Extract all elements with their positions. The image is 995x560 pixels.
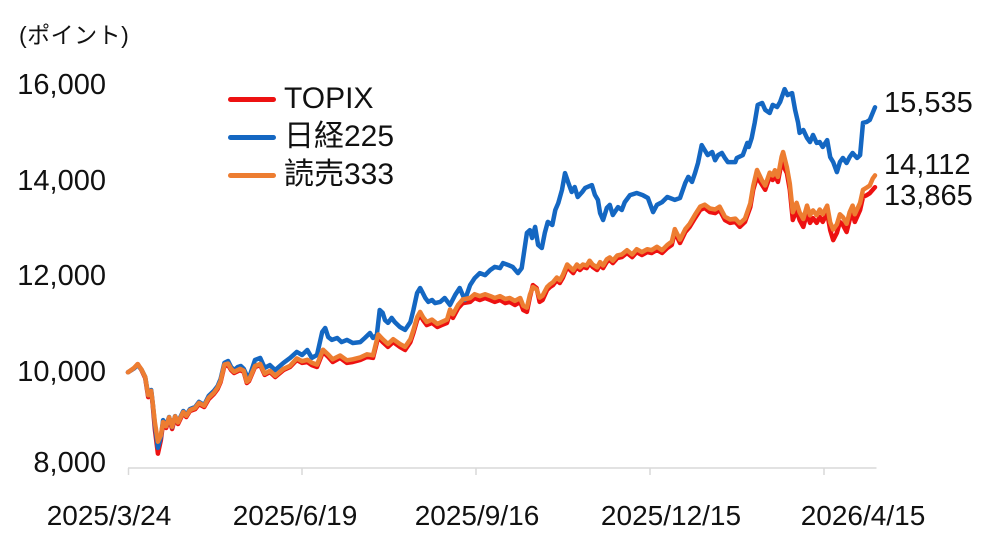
- legend-label-nikkei225: 日経225: [284, 120, 395, 153]
- series-line-読売333: [125, 149, 878, 444]
- end-value-yomiuri333: 14,112: [884, 149, 971, 181]
- legend-label-topix: TOPIX: [284, 82, 374, 115]
- y-tick-16000: 16,000: [17, 69, 106, 101]
- legend-label-yomiuri333: 読売333: [284, 158, 395, 191]
- legend-item-yomiuri333: 読売333: [228, 156, 394, 194]
- legend-item-nikkei225: 日経225: [228, 118, 394, 156]
- yomiuri333-line-swatch: [228, 172, 276, 178]
- x-tick-4: 2025/12/15: [600, 500, 742, 531]
- x-tick-2: 2025/6/19: [232, 500, 358, 531]
- y-tick-10000: 10,000: [17, 356, 106, 388]
- topix-line-swatch: [228, 96, 276, 102]
- legend-item-topix: TOPIX: [228, 80, 394, 118]
- x-tick-5: 2026/4/15: [800, 500, 926, 531]
- series-line-TOPIX: [125, 159, 878, 456]
- y-axis-unit-label: (ポイント): [19, 22, 130, 48]
- end-value-topix: 13,865: [884, 180, 973, 212]
- x-tick-3: 2025/9/16: [414, 500, 540, 531]
- y-tick-8000: 8,000: [33, 447, 106, 479]
- legend: TOPIX 日経225 読売333: [228, 80, 394, 194]
- y-tick-12000: 12,000: [17, 260, 106, 292]
- nikkei225-line-swatch: [228, 134, 276, 140]
- y-tick-14000: 14,000: [17, 165, 106, 197]
- end-value-nikkei225: 15,535: [884, 87, 973, 119]
- x-tick-1: 2025/3/24: [46, 500, 172, 531]
- series-line-日経225: [125, 86, 878, 451]
- x-axis-line: [127, 467, 877, 475]
